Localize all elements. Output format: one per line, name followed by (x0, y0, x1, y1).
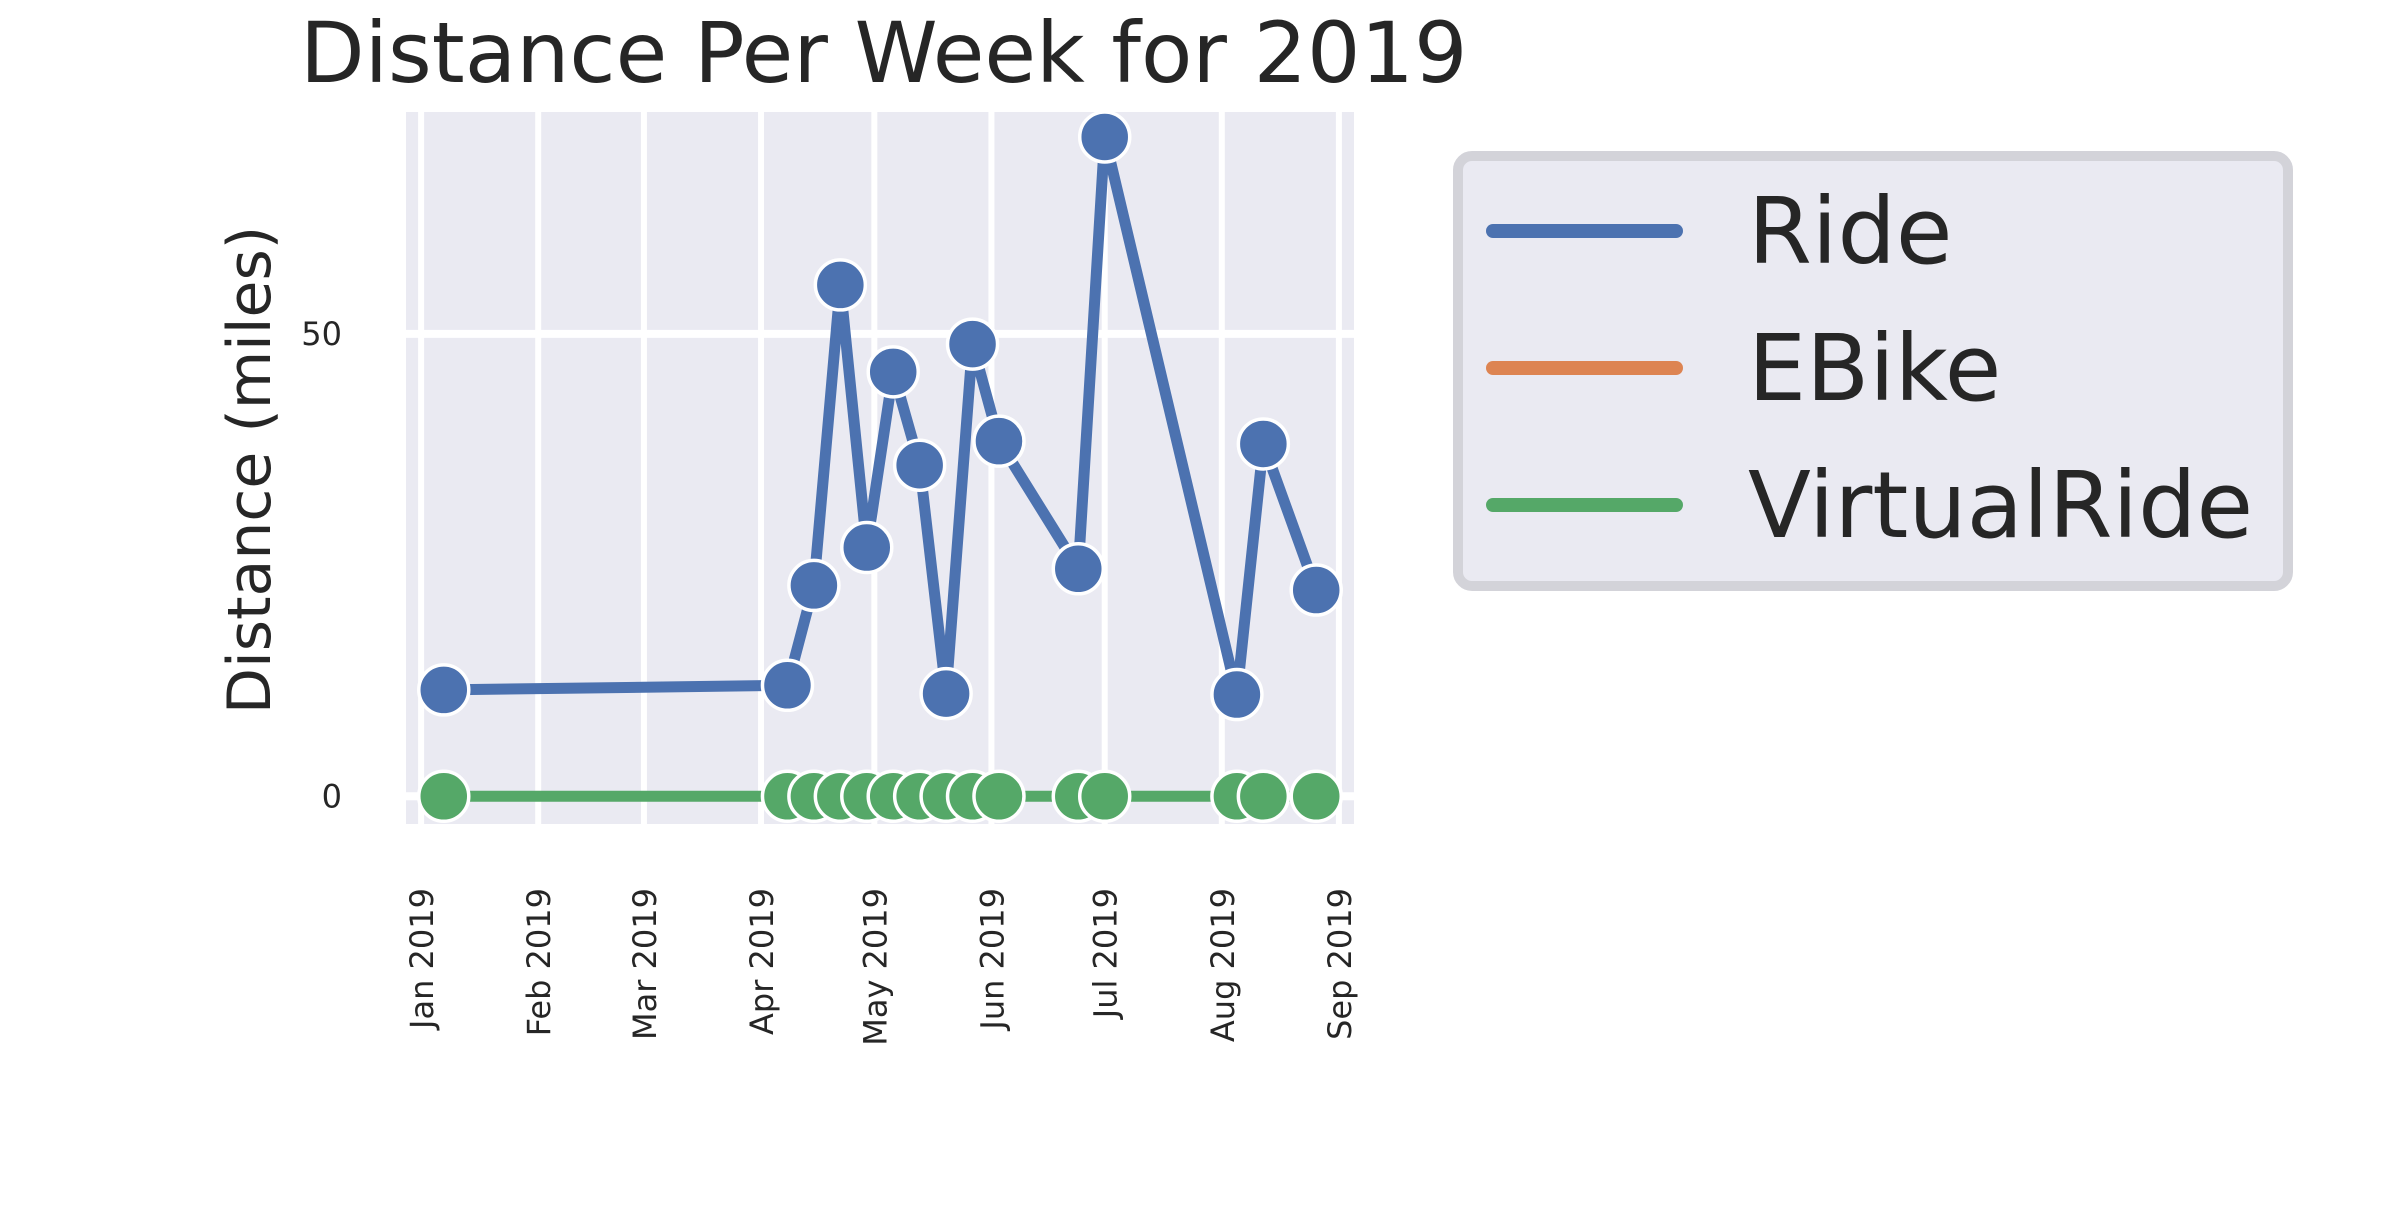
x-tick-label: Jul 2019 (1087, 888, 1125, 1020)
data-point-virtualride (1077, 769, 1132, 824)
data-point-ride (892, 438, 947, 492)
data-point-ride (417, 663, 471, 717)
x-tick-label: Mar 2019 (626, 888, 664, 1040)
tick-labels: Jan 2019 Feb 2019 Mar 2019 Apr 2019 May 2019… (301, 315, 1359, 1046)
data-point-ride (866, 345, 920, 399)
legend-items: Ride EBike VirtualRide (1486, 178, 2253, 559)
series-virtualride (417, 769, 1343, 824)
data-point-virtualride (1289, 769, 1343, 824)
y-axis-label: Distance (miles) (215, 226, 285, 714)
data-point-ride (1289, 563, 1343, 617)
x-tick-label: Sep 2019 (1321, 888, 1359, 1040)
data-point-ride (919, 666, 973, 721)
chart-title: Distance Per Week for 2019 (300, 4, 1467, 102)
data-point-ride (1051, 542, 1106, 596)
data-point-ride (1077, 110, 1132, 164)
legend: Ride EBike VirtualRide (1453, 151, 2293, 591)
data-point-virtualride (972, 769, 1026, 824)
data-point-ride (945, 317, 1000, 371)
data-point-ride (1210, 667, 1264, 722)
legend-label-virtualride: VirtualRide (1748, 452, 2253, 559)
x-tick-label: Apr 2019 (743, 888, 781, 1035)
data-point-ride (972, 414, 1026, 468)
data-point-virtualride (417, 769, 471, 824)
series-layer (417, 110, 1343, 824)
x-tick-label: Jan 2019 (403, 888, 441, 1031)
data-point-virtualride (1236, 769, 1291, 824)
legend-label-ebike: EBike (1748, 315, 2001, 422)
y-tick-label: 50 (301, 315, 342, 353)
data-point-ride (1236, 417, 1291, 471)
x-tick-label: May 2019 (856, 888, 894, 1046)
series-ride (417, 110, 1343, 722)
data-point-ride (787, 558, 841, 613)
legend-frame (1453, 151, 2293, 591)
y-tick-label: 0 (322, 777, 342, 815)
data-point-ride (760, 658, 815, 713)
x-tick-label: Jun 2019 (973, 888, 1011, 1032)
data-point-ride (840, 520, 894, 575)
x-tick-label: Feb 2019 (520, 888, 558, 1036)
data-point-ride (813, 258, 868, 312)
legend-label-ride: Ride (1748, 178, 1952, 285)
x-tick-label: Aug 2019 (1204, 888, 1242, 1042)
